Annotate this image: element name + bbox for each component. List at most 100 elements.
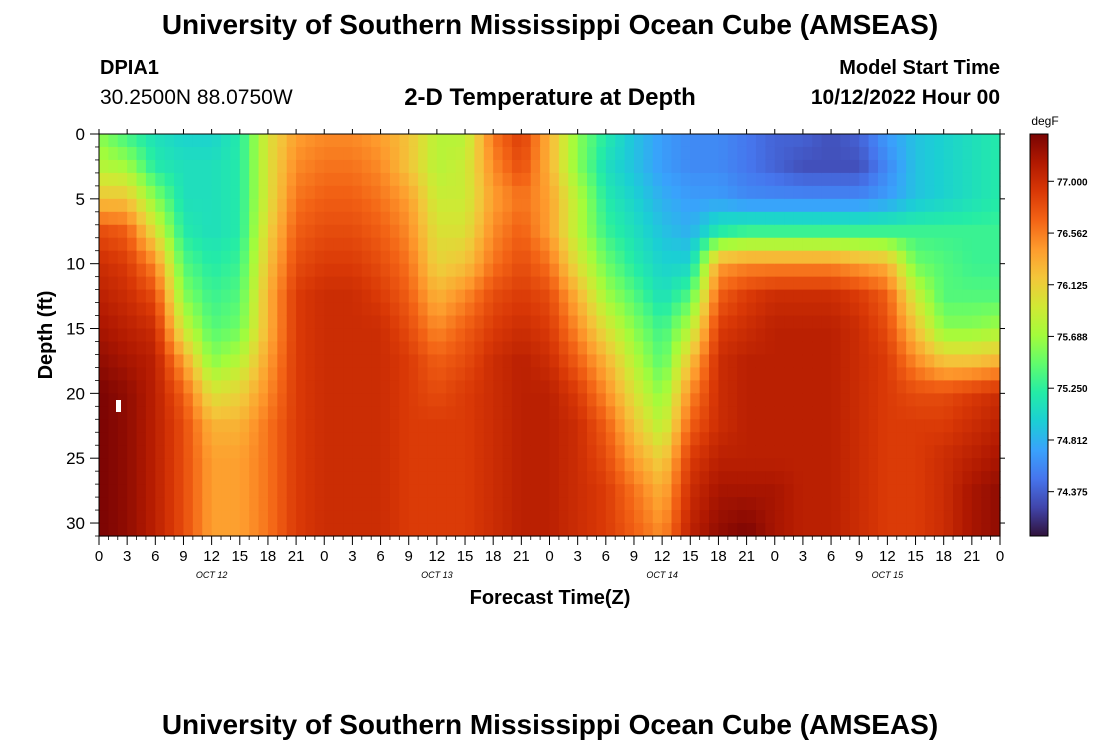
heatmap-cell [765, 224, 776, 239]
heatmap-cell [108, 419, 119, 433]
heatmap-cell [943, 445, 954, 459]
heatmap-cell [802, 289, 813, 304]
heatmap-cell [671, 302, 682, 317]
heatmap-cell [680, 237, 691, 252]
heatmap-cell [530, 406, 541, 420]
heatmap-cell [530, 315, 541, 330]
heatmap-cell [953, 302, 964, 317]
heatmap-cell [211, 276, 222, 291]
heatmap-cell [934, 380, 945, 394]
heatmap-cell [343, 523, 354, 537]
heatmap-cell [943, 302, 954, 317]
heatmap-cell [127, 432, 138, 446]
heatmap-cell [727, 458, 738, 472]
heatmap-cell [136, 354, 147, 369]
heatmap-cell [709, 224, 720, 239]
heatmap-cell [164, 471, 175, 485]
heatmap-cell [343, 237, 354, 252]
heatmap-cell [633, 146, 644, 161]
heatmap-cell [746, 302, 757, 317]
heatmap-cell [455, 198, 466, 213]
heatmap-cell [371, 341, 382, 356]
heatmap-cell [127, 497, 138, 511]
heatmap-cell [793, 354, 804, 369]
heatmap-cell [549, 393, 560, 407]
heatmap-cell [784, 445, 795, 459]
heatmap-cell [211, 328, 222, 343]
heatmap-cell [577, 497, 588, 511]
heatmap-cell [605, 302, 616, 317]
heatmap-cell [981, 471, 992, 485]
heatmap-cell [117, 484, 128, 498]
heatmap-cell [305, 510, 316, 524]
heatmap-cell [230, 432, 241, 446]
heatmap-cell [943, 432, 954, 446]
heatmap-cell [774, 250, 785, 265]
heatmap-cell [746, 445, 757, 459]
heatmap-cell [221, 302, 231, 317]
heatmap-cell [699, 289, 710, 304]
heatmap-cell [145, 263, 156, 278]
heatmap-cell [746, 237, 757, 252]
heatmap-cell [361, 328, 372, 343]
heatmap-cell [831, 497, 842, 511]
heatmap-cell [877, 263, 888, 278]
heatmap-cell [483, 432, 494, 446]
heatmap-cell [568, 471, 579, 485]
heatmap-cell [314, 328, 325, 343]
heatmap-cell [483, 263, 494, 278]
heatmap-cell [802, 146, 813, 161]
heatmap-cell [643, 419, 654, 433]
colorbar-ticks: 77.00076.56276.12575.68875.25074.81274.3… [1048, 177, 1088, 499]
heatmap-cell [718, 302, 729, 317]
heatmap-cell [408, 172, 419, 187]
heatmap-cell [652, 341, 663, 356]
heatmap-cell [230, 445, 241, 459]
heatmap-cell [530, 289, 541, 304]
heatmap-cell [840, 445, 851, 459]
heatmap-cell [680, 510, 691, 524]
heatmap-cell [474, 250, 485, 265]
heatmap-cell [427, 406, 438, 420]
heatmap-cell [108, 510, 119, 524]
heatmap-cell [436, 134, 447, 148]
chart-subtitle: 2-D Temperature at Depth [404, 84, 696, 111]
heatmap-cell [502, 146, 513, 161]
heatmap-cell [596, 393, 607, 407]
heatmap-cell [605, 289, 616, 304]
heatmap-cell [493, 406, 504, 420]
heatmap-cell [558, 406, 569, 420]
heatmap-cell [690, 523, 701, 537]
heatmap-cell [221, 406, 231, 420]
heatmap-cell [990, 289, 1001, 304]
heatmap-cell [821, 146, 832, 161]
heatmap-cell [587, 172, 598, 187]
heatmap-cell [136, 250, 147, 265]
heatmap-cell [511, 315, 522, 330]
heatmap-cell [155, 406, 166, 420]
heatmap-cell [465, 224, 476, 239]
heatmap-cell [108, 302, 119, 317]
heatmap-cell [530, 393, 541, 407]
heatmap-cell [624, 159, 635, 174]
heatmap-cell [343, 432, 354, 446]
heatmap-cell [709, 302, 720, 317]
heatmap-cell [934, 510, 945, 524]
heatmap-cell [286, 146, 297, 161]
heatmap-cell [652, 198, 663, 213]
heatmap-cell [136, 445, 147, 459]
heatmap-cell [277, 250, 288, 265]
heatmap-cell [990, 458, 1001, 472]
heatmap-cell [802, 237, 813, 252]
heatmap-cell [643, 328, 654, 343]
heatmap-cell [380, 263, 391, 278]
heatmap-cell [915, 471, 926, 485]
heatmap-cell [605, 432, 616, 446]
heatmap-cell [164, 393, 175, 407]
heatmap-cell [361, 484, 372, 498]
heatmap-cell [399, 419, 410, 433]
heatmap-cell [408, 263, 419, 278]
heatmap-cell [802, 523, 813, 537]
heatmap-cell [502, 315, 513, 330]
heatmap-cell [953, 328, 964, 343]
